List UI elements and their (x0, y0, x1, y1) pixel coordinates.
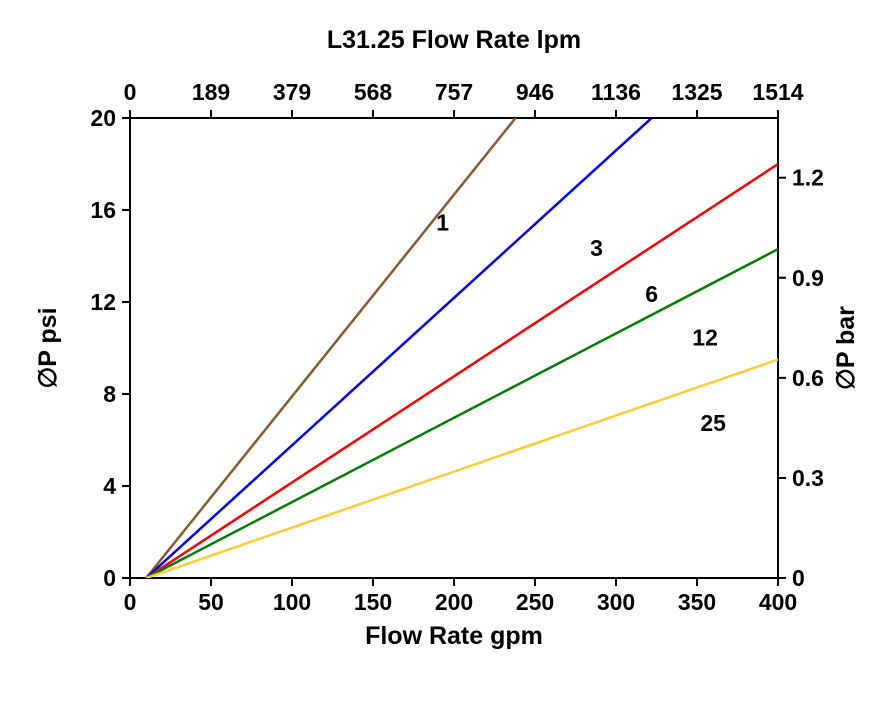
y-right-tick-label: 0.9 (792, 265, 824, 291)
y-left-tick-label: 4 (103, 473, 116, 499)
x-axis-label: Flow Rate gpm (365, 622, 543, 650)
y-right-tick-label: 1.2 (792, 165, 824, 191)
x-top-tick-label: 946 (516, 79, 554, 105)
series-label-12: 12 (692, 325, 718, 351)
series-label-25: 25 (700, 410, 726, 436)
x-bottom-tick-label: 250 (516, 589, 554, 615)
series-label-3: 3 (590, 235, 603, 261)
y-right-tick-label: 0.3 (792, 465, 824, 491)
x-top-tick-label: 1325 (671, 79, 722, 105)
y-left-tick-label: 12 (90, 289, 116, 315)
y-right-tick-label: 0 (792, 565, 805, 591)
chart-container: L31.25 Flow Rate lpm 0 189 379 568 757 946 1136… (0, 0, 886, 702)
series-label-6: 6 (645, 281, 658, 307)
x-bottom-tick-label: 400 (759, 589, 797, 615)
y-left-tick-label: 0 (103, 565, 116, 591)
x-bottom-tick-label: 350 (678, 589, 716, 615)
x-top-tick-label: 189 (192, 79, 230, 105)
x-top-tick-label: 1514 (752, 79, 803, 105)
y-right-tick-label: 0.6 (792, 365, 824, 391)
x-top-tick-label: 757 (435, 79, 473, 105)
x-bottom-tick-label: 50 (198, 589, 224, 615)
y-left-tick-label: 20 (90, 105, 116, 131)
x-bottom-tick-label: 200 (435, 589, 473, 615)
x-bottom-tick-label: 300 (597, 589, 635, 615)
x-top-tick-label: 379 (273, 79, 311, 105)
y-right-axis-label: ∅P bar (832, 306, 860, 390)
series-label-1: 1 (436, 210, 449, 236)
x-top-tick-label: 1136 (591, 79, 641, 105)
x-bottom-tick-label: 100 (273, 589, 311, 615)
x-bottom-tick-label: 0 (124, 589, 137, 615)
y-left-tick-label: 16 (90, 197, 116, 223)
x-top-tick-label: 0 (124, 79, 137, 105)
y-left-axis-label: ∅P psi (34, 307, 62, 388)
chart-title-top: L31.25 Flow Rate lpm (327, 26, 581, 54)
x-bottom-tick-label: 150 (354, 589, 392, 615)
y-left-tick-label: 8 (103, 381, 116, 407)
x-top-tick-label: 568 (354, 79, 393, 105)
chart-svg: L31.25 Flow Rate lpm 0 189 379 568 757 946 1136… (0, 0, 886, 702)
